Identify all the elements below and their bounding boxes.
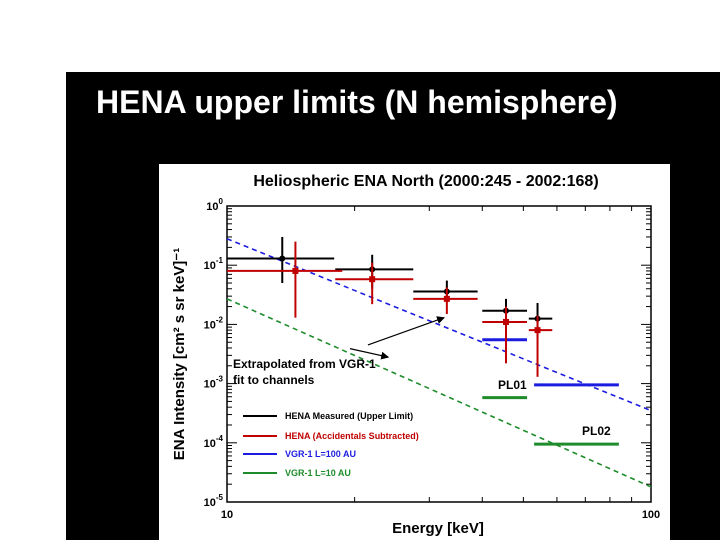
pl02-label: PL02 [582,424,611,438]
annotation-group: Extrapolated from VGR-1 fit to channels … [233,316,611,438]
y-tick-label: 10-2 [204,315,224,331]
pl01-label: PL01 [498,378,527,392]
data-point [502,318,509,325]
x-tick-label: 10 [221,509,233,521]
data-point [443,295,450,302]
data-point [279,255,286,262]
energy-spectrum-chart: Heliospheric ENA North (2000:245 - 2002:… [171,173,661,537]
annotation-arrow [349,348,390,360]
chart-panel: Heliospheric ENA North (2000:245 - 2002:… [159,164,670,540]
legend-label: HENA Measured (Upper Limit) [285,411,413,421]
legend: HENA Measured (Upper Limit) HENA (Accide… [243,411,419,478]
legend-label: HENA (Accidentals Subtracted) [285,431,419,441]
plot-frame [226,205,652,503]
y-tick-label: 10-1 [204,256,224,272]
chart-title: Heliospheric ENA North (2000:245 - 2002:… [253,173,598,190]
y-tick-label: 10-4 [204,434,224,450]
data-point [534,327,541,334]
slide-title: HENA upper limits (N hemisphere) [96,84,618,120]
y-tick-label: 10-3 [204,375,224,391]
annotation-text-line: fit to channels [233,373,315,387]
x-tick-label: 100 [642,509,660,521]
plot-area: 10 100 100 10-1 10-2 10-3 10-4 10-5 [204,197,661,521]
y-tick-label: 10-5 [204,493,224,509]
y-axis-label: ENA Intensity [cm² s sr keV]⁻¹ [171,248,188,460]
y-tick-label: 100 [206,197,223,213]
legend-label: VGR-1 L=100 AU [285,449,356,459]
annotation-arrow [367,316,445,346]
data-point [369,276,376,283]
annotation-text-line: Extrapolated from VGR-1 [233,357,376,371]
x-axis-label: Energy [keV] [392,520,484,537]
legend-label: VGR-1 L=10 AU [285,468,351,478]
fit-line [226,237,652,412]
data-point [292,267,299,274]
